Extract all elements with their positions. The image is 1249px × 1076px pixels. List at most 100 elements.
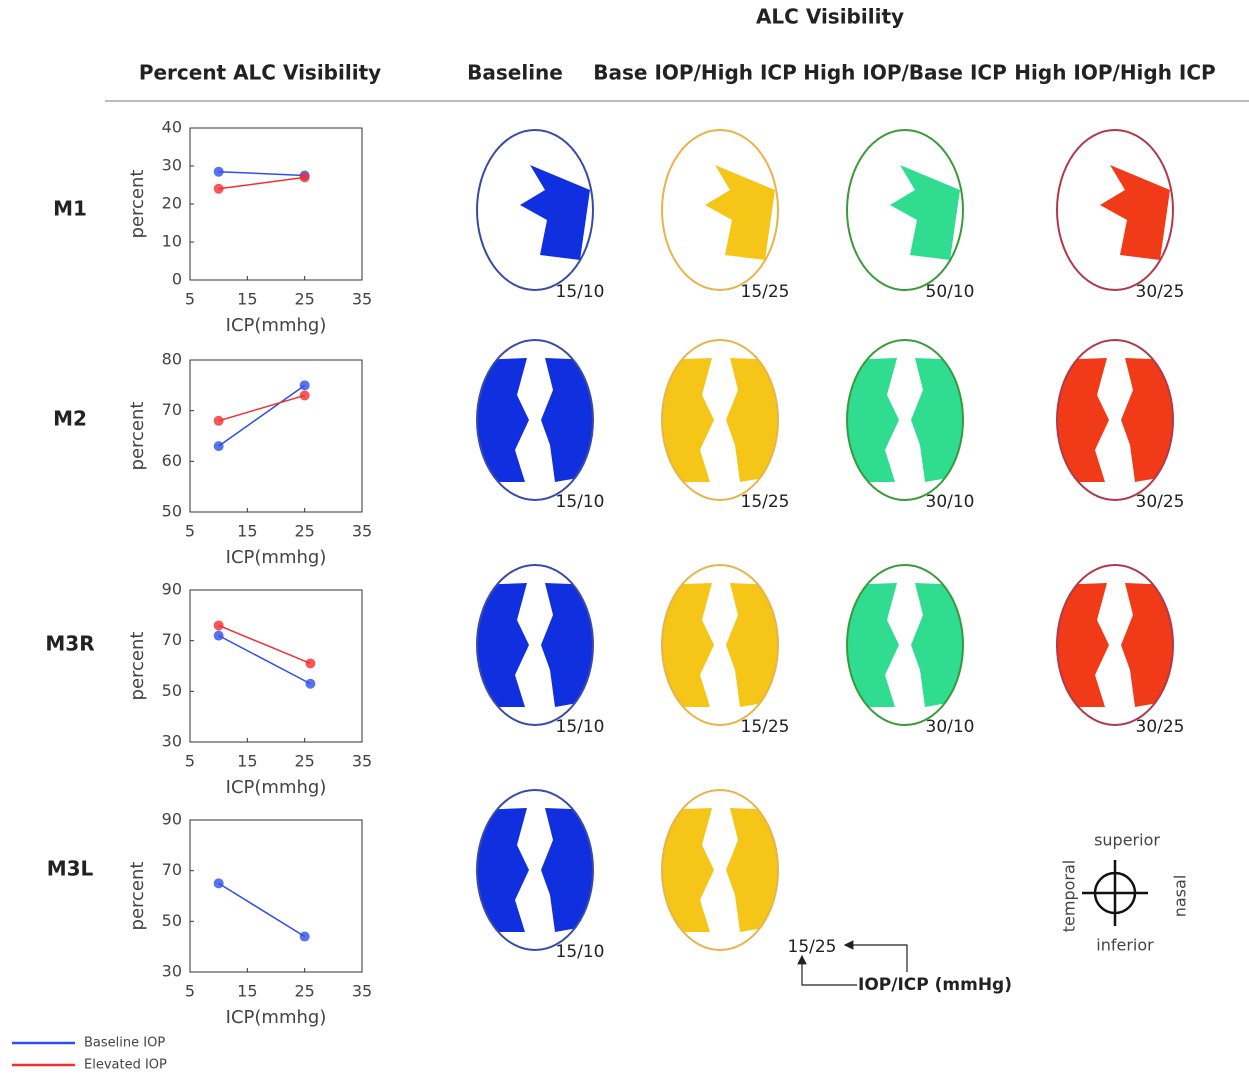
x-tick-label: 5 (185, 752, 195, 771)
mean-marker (214, 878, 224, 888)
plot-frame (190, 360, 362, 512)
visible-region (726, 808, 780, 932)
eye-image (660, 358, 780, 482)
figure-title: ALC Visibility (756, 5, 904, 29)
annotation-arrow (845, 945, 907, 972)
y-tick-label: 70 (162, 860, 182, 879)
x-tick-label: 25 (294, 522, 314, 541)
x-tick-label: 25 (294, 752, 314, 771)
y-tick-label: 80 (162, 350, 182, 369)
image-label: 15/25 (741, 717, 790, 737)
series-line (219, 172, 305, 176)
image-label: 15/10 (556, 942, 605, 962)
left-title: Percent ALC Visibility (139, 61, 381, 85)
orientation-label: inferior (1096, 936, 1154, 955)
plot-frame (190, 820, 362, 972)
x-tick-label: 15 (237, 752, 257, 771)
visible-region (1055, 583, 1109, 707)
orientation-label: temporal (1060, 860, 1079, 932)
y-tick-label: 60 (162, 451, 182, 470)
series-line (219, 883, 305, 936)
mean-marker (214, 631, 224, 641)
row-label: M2 (53, 407, 87, 431)
x-axis-label: ICP(mmhg) (226, 315, 327, 336)
visible-region (660, 583, 714, 707)
visible-region (475, 808, 529, 932)
mean-marker (214, 441, 224, 451)
figure: ALC Visibility Percent ALC Visibility su… (0, 0, 1249, 1076)
y-tick-label: 90 (162, 810, 182, 829)
image-label: 15/10 (556, 492, 605, 512)
series-line (219, 625, 311, 663)
y-axis-label: percent (127, 402, 148, 471)
visible-region (1055, 358, 1109, 482)
visible-region (890, 165, 960, 260)
visible-region (660, 808, 714, 932)
visible-region (1121, 583, 1175, 707)
visible-region (726, 358, 780, 482)
x-tick-label: 15 (237, 290, 257, 309)
eye-image (475, 358, 595, 482)
column-header: Base IOP/High ICP (593, 61, 796, 85)
y-tick-label: 40 (162, 118, 182, 137)
mean-marker (214, 620, 224, 630)
image-label: 30/25 (1136, 282, 1185, 302)
image-label: 30/10 (926, 492, 975, 512)
image-label: 30/10 (926, 717, 975, 737)
x-tick-label: 35 (352, 752, 372, 771)
eye-image (845, 358, 965, 482)
mean-marker (214, 184, 224, 194)
y-tick-label: 30 (162, 732, 182, 751)
visible-region (845, 358, 899, 482)
y-tick-label: 0 (172, 270, 182, 289)
series-line (219, 385, 305, 446)
x-axis-label: ICP(mmhg) (226, 1007, 327, 1028)
eye-image (890, 165, 960, 260)
visible-region (911, 583, 965, 707)
x-tick-label: 5 (185, 982, 195, 1001)
eye-image (660, 583, 780, 707)
y-tick-label: 90 (162, 580, 182, 599)
visible-region (845, 583, 899, 707)
compass (1082, 860, 1148, 926)
series-line (219, 177, 305, 188)
image-label: 30/25 (1136, 492, 1185, 512)
x-tick-label: 35 (352, 982, 372, 1001)
x-tick-label: 15 (237, 522, 257, 541)
orientation-label: nasal (1171, 875, 1190, 918)
orientation-label: superior (1094, 831, 1160, 850)
y-tick-label: 30 (162, 156, 182, 175)
eye-image (520, 165, 590, 260)
mean-marker (214, 416, 224, 426)
y-tick-label: 10 (162, 232, 182, 251)
eye-image (1100, 165, 1170, 260)
row-label: M1 (53, 197, 87, 221)
eye-image (845, 583, 965, 707)
mean-marker (214, 167, 224, 177)
eye-image (1055, 358, 1175, 482)
visible-region (660, 358, 714, 482)
y-axis-label: percent (127, 170, 148, 239)
image-label: 15/25 (741, 492, 790, 512)
image-label: 15/10 (556, 282, 605, 302)
x-tick-label: 15 (237, 982, 257, 1001)
y-tick-label: 30 (162, 962, 182, 981)
eye-image (475, 808, 595, 932)
mean-marker (300, 172, 310, 182)
x-tick-label: 35 (352, 522, 372, 541)
row-label: M3R (45, 632, 94, 656)
y-tick-label: 20 (162, 194, 182, 213)
series-line (219, 636, 311, 684)
mean-marker (305, 679, 315, 689)
image-label: 15/10 (556, 717, 605, 737)
eye-image (1055, 583, 1175, 707)
visible-region (475, 358, 529, 482)
image-label: 30/25 (1136, 717, 1185, 737)
x-axis-label: ICP(mmhg) (226, 777, 327, 798)
visible-region (475, 583, 529, 707)
x-tick-label: 5 (185, 522, 195, 541)
visible-region (911, 358, 965, 482)
visible-region (726, 583, 780, 707)
image-label: 15/25 (741, 282, 790, 302)
image-label: 15/25 (788, 937, 837, 957)
